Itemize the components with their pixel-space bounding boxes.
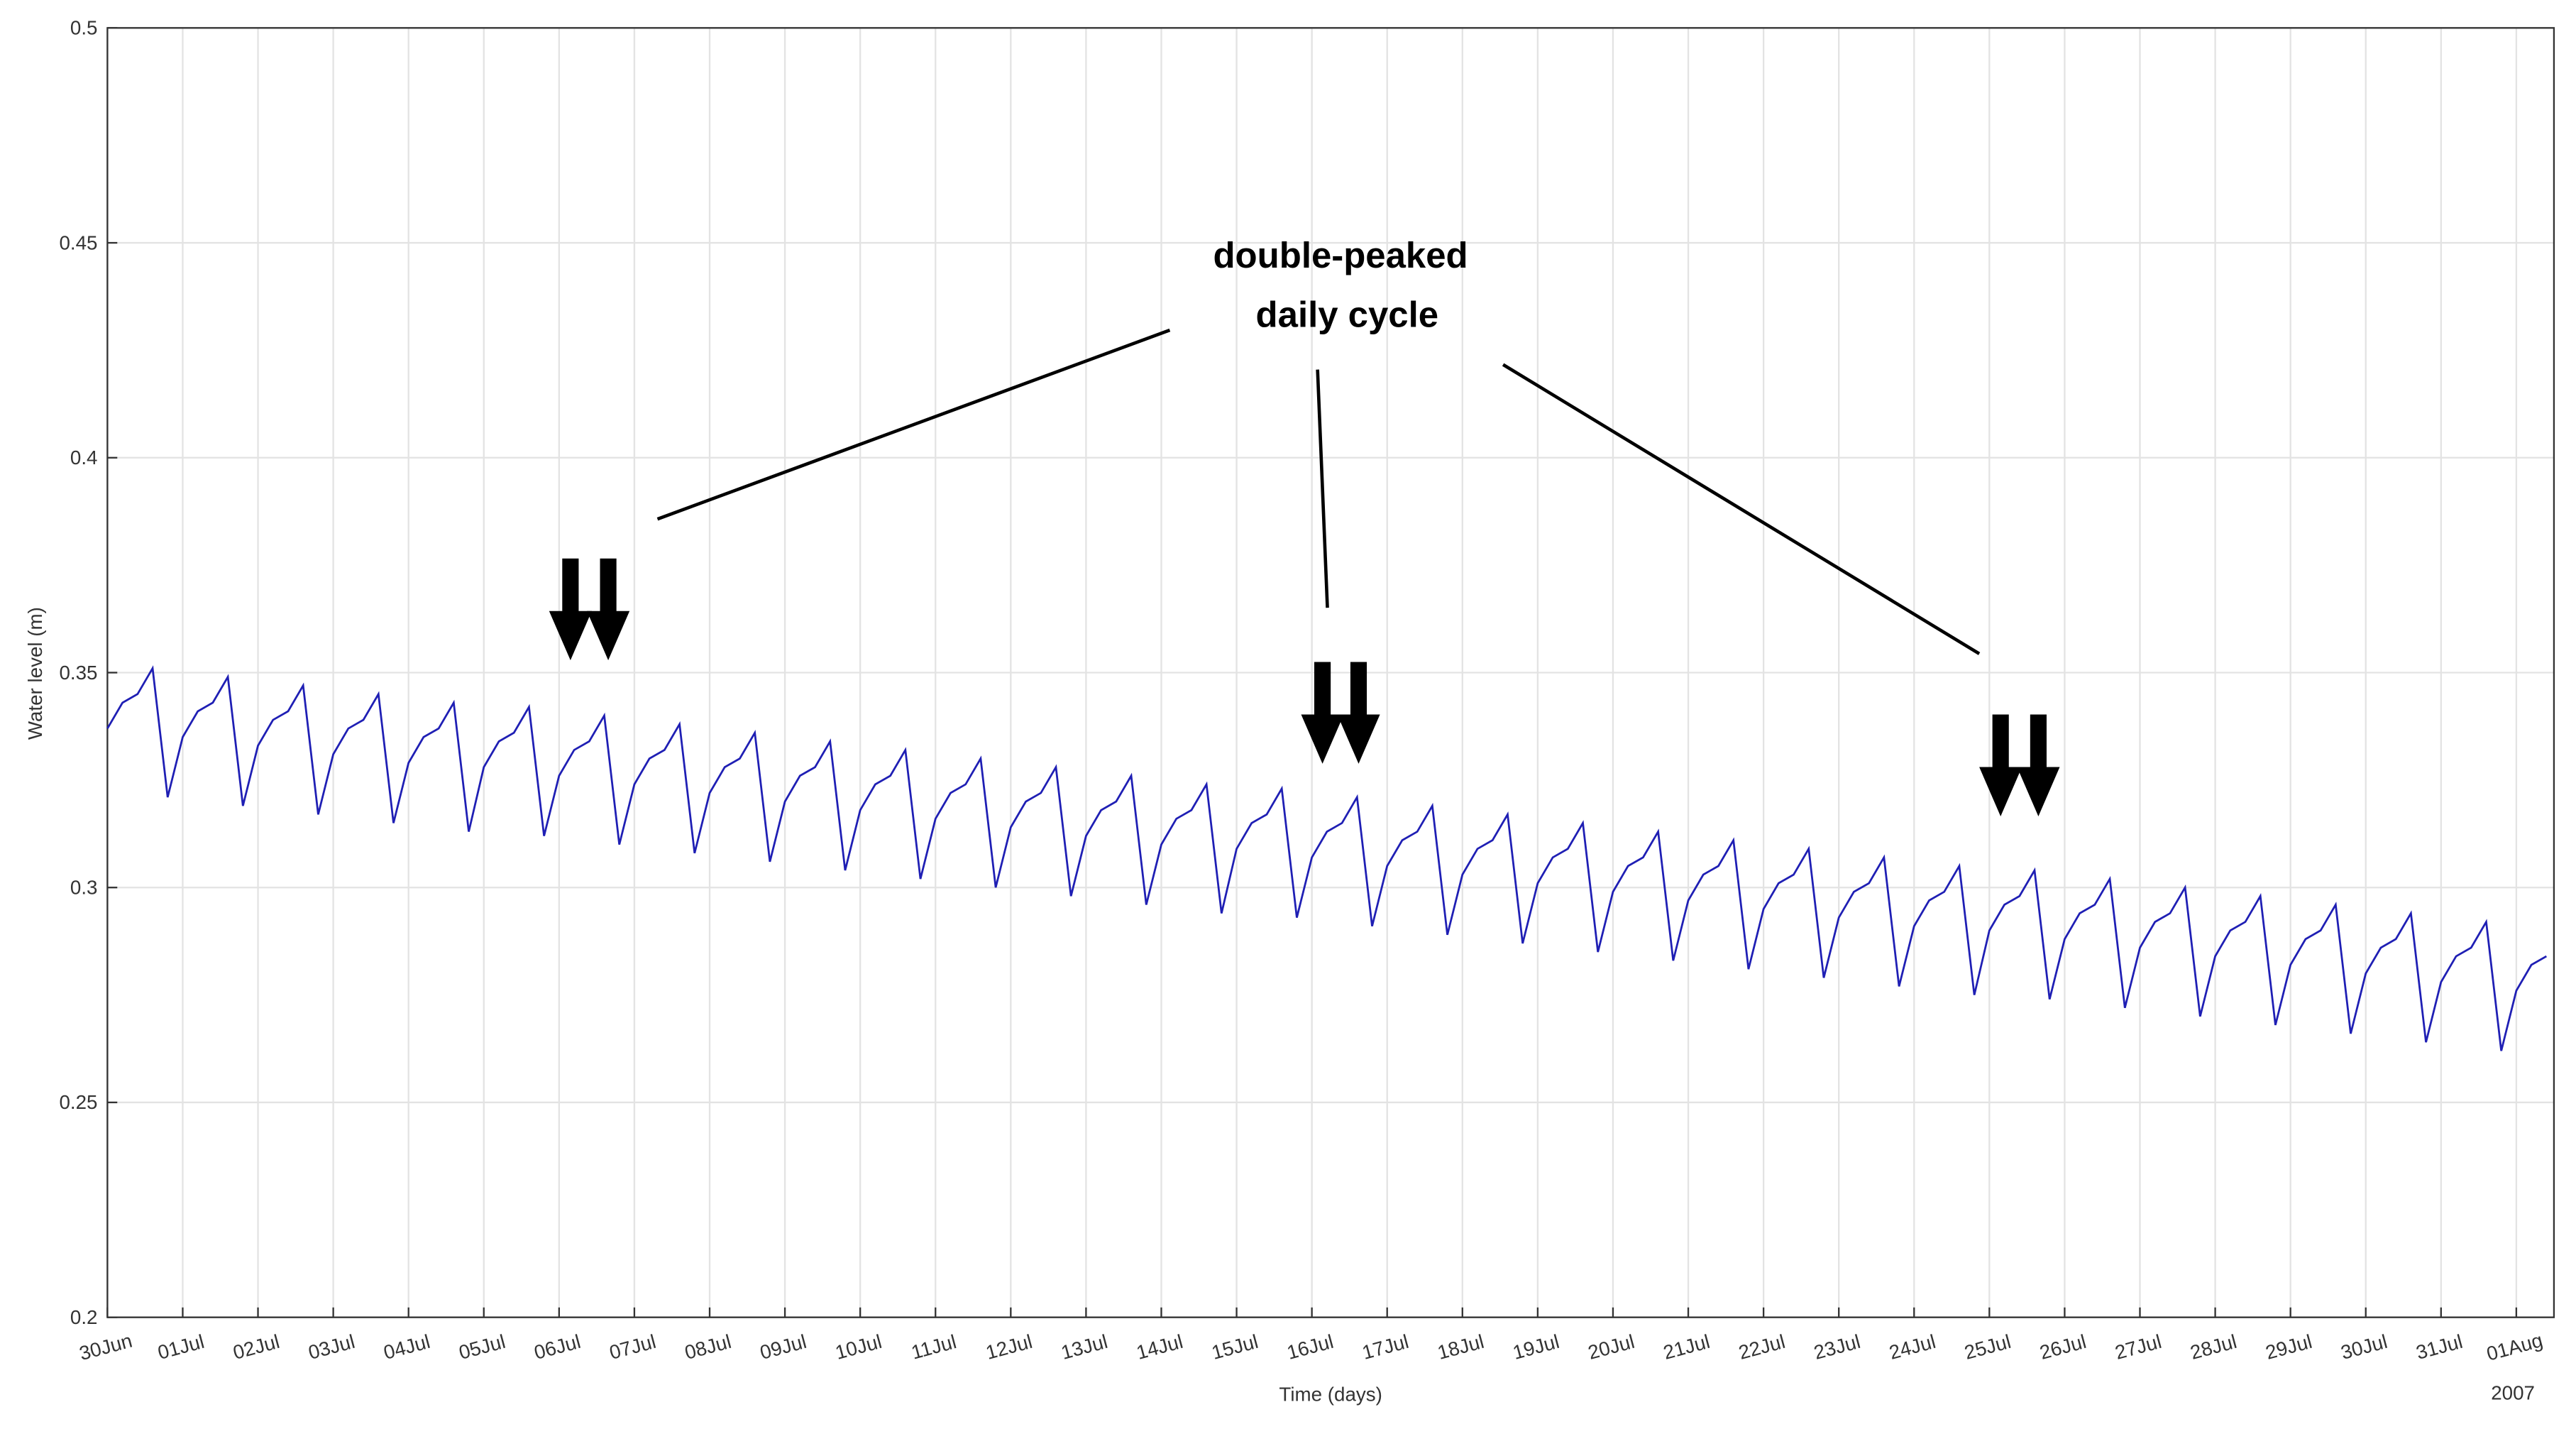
y-tick-label: 0.2 (70, 1306, 98, 1328)
annotation: double-peaked (1213, 235, 1468, 275)
arrow (549, 558, 592, 661)
y-tick-label: 0.25 (59, 1091, 97, 1113)
x-axis-label: Time (days) (1279, 1384, 1382, 1406)
arrow (1337, 662, 1380, 764)
grid (106, 27, 2554, 1318)
y-tick-label: 0.5 (70, 17, 98, 39)
data-line (106, 665, 2548, 1051)
pointer-lines (656, 328, 1981, 655)
arrow (2017, 714, 2060, 816)
y-tick-label: 0.35 (59, 662, 97, 684)
annotation: daily cycle (1256, 294, 1438, 334)
pointer-line (1502, 363, 1981, 655)
pointer-line (656, 328, 1171, 521)
y-tick-label: 0.45 (59, 231, 97, 253)
arrows (549, 558, 2060, 816)
y-tick-label: 0.3 (70, 876, 98, 898)
arrow (1979, 714, 2022, 816)
arrow (1301, 662, 1344, 764)
y-axis-label: Water level (m) (24, 607, 46, 740)
x-year-label: 2007 (2491, 1381, 2535, 1403)
pointer-line (1316, 369, 1329, 608)
y-tick-label: 0.4 (70, 447, 98, 469)
arrow (587, 558, 630, 661)
